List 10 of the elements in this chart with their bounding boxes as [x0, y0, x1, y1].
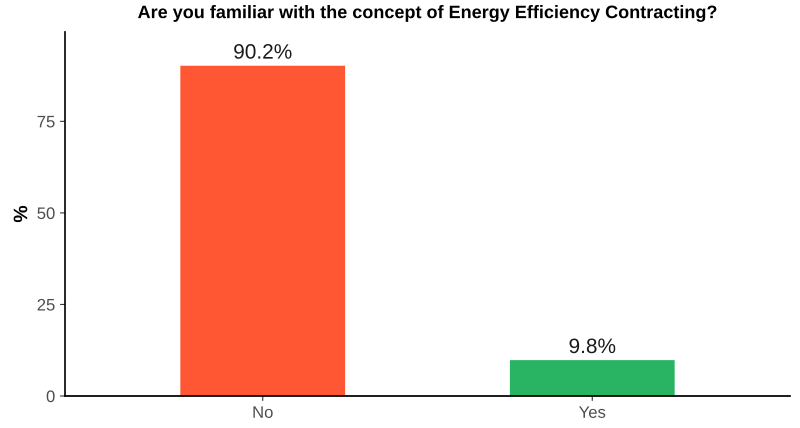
chart-title: Are you familiar with the concept of Energy Efficiency Contracting? — [138, 5, 716, 22]
y-tick-label: 0 — [46, 390, 55, 402]
y-tick-label: 75 — [38, 116, 55, 128]
data-label: 9.8% — [570, 338, 616, 354]
y-tick-label: 25 — [38, 298, 55, 311]
y-axis-title: % — [14, 206, 28, 222]
y-tick-label: 50 — [37, 207, 55, 220]
x-tick-label: No — [253, 406, 273, 418]
data-label: 90.2% — [234, 44, 292, 59]
x-tick-label: Yes — [579, 406, 606, 418]
